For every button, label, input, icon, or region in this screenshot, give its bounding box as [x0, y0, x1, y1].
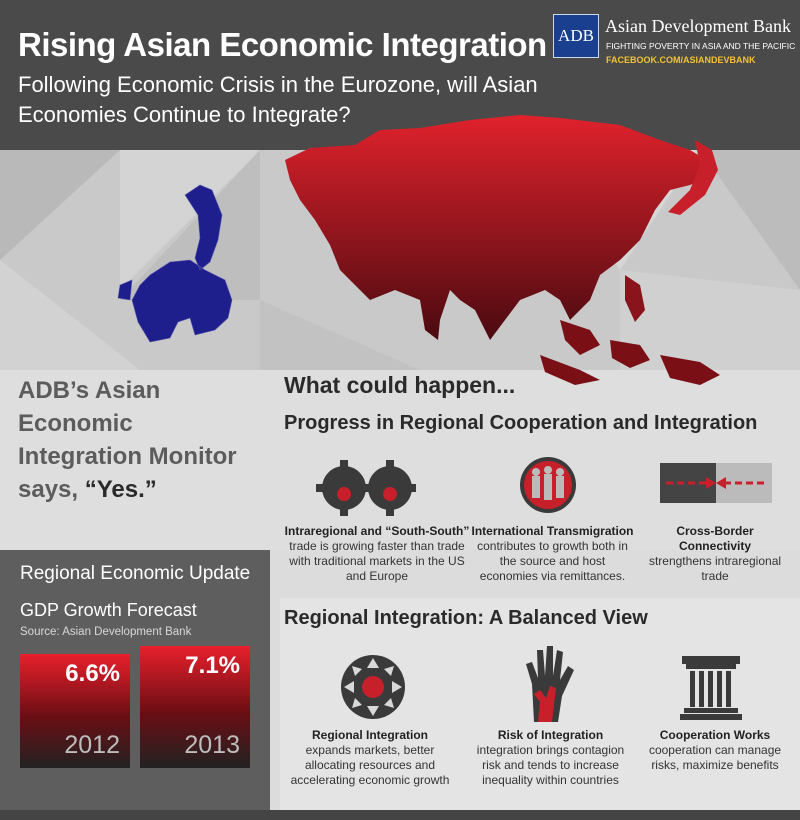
logo-name: Asian Development Bank [605, 16, 791, 36]
card-text: cooperation can manage risks, maximize b… [648, 743, 782, 772]
bar-value: 6.6% [65, 660, 120, 687]
bar-value: 7.1% [185, 652, 240, 679]
update-title: Regional Economic Update [20, 563, 251, 584]
background-pattern [0, 150, 800, 370]
balanced-title: Regional Integration: A Balanced View [284, 607, 648, 629]
monitor-line1: ADB’s Asian Economic [18, 377, 161, 437]
progress-title: Progress in Regional Cooperation and Int… [284, 412, 758, 434]
gdp-bar-2013: 7.1% 2013 [140, 646, 250, 768]
page-subtitle: Following Economic Crisis in the Eurozon… [18, 72, 538, 127]
what-could-happen: What could happen... [284, 372, 516, 398]
card-bold: International Transmigration [471, 524, 634, 538]
card-text: strengthens intraregional trade [648, 554, 782, 583]
mid-band [0, 370, 800, 550]
hands-icon [526, 646, 574, 722]
pillar-icon [680, 656, 742, 720]
facebook-link[interactable]: FACEBOOK.COM/ASIANDEVBANK [606, 55, 756, 65]
arrows-icon [660, 463, 772, 503]
gdp-title: GDP Growth Forecast [20, 600, 197, 620]
card-text: expands markets, better allocating resou… [290, 743, 450, 787]
gdp-bar-2012: 6.6% 2012 [20, 654, 130, 768]
monitor-says: says, [18, 476, 85, 503]
monitor-line2: Integration Monitor [18, 443, 237, 470]
progress-card-trade: Intraregional and “South-South” trade is… [282, 524, 472, 584]
logo-tagline: FIGHTING POVERTY IN ASIA AND THE PACIFIC [606, 41, 796, 51]
monitor-statement: ADB’s Asian Economic Integration Monitor… [18, 374, 268, 506]
monitor-line3: says, “Yes.” [18, 473, 268, 506]
card-bold: Cross-Border Connectivity [676, 524, 754, 553]
bar-year: 2013 [184, 731, 240, 759]
card-bold: Intraregional and “South-South” [284, 524, 470, 538]
card-bold: Cooperation Works [659, 728, 771, 742]
card-bold: Regional Integration [311, 728, 428, 742]
page-title: Rising Asian Economic Integration [18, 26, 547, 63]
card-text: integration brings contagion risk and te… [476, 743, 625, 787]
card-bold: Risk of Integration [497, 728, 604, 742]
people-icon [520, 457, 576, 513]
balanced-card-risk: Risk of Integration integration brings c… [468, 728, 633, 788]
progress-card-connectivity: Cross-Border Connectivity strengthens in… [640, 524, 790, 584]
gdp-source: Source: Asian Development Bank [20, 626, 192, 638]
card-text: contributes to growth both in the source… [477, 539, 628, 583]
adb-logo: ADB [553, 14, 599, 58]
balanced-card-integration: Regional Integration expands markets, be… [285, 728, 455, 788]
monitor-yes: “Yes.” [84, 476, 157, 503]
gears-icon [316, 460, 416, 516]
progress-card-transmigration: International Transmigration contributes… [470, 524, 635, 584]
card-text: trade is growing faster than trade with … [289, 539, 465, 583]
bar-year: 2012 [64, 731, 120, 759]
balanced-card-cooperation: Cooperation Works cooperation can manage… [640, 728, 790, 773]
footer-band [0, 810, 800, 820]
expand-arrows-icon [341, 655, 405, 719]
